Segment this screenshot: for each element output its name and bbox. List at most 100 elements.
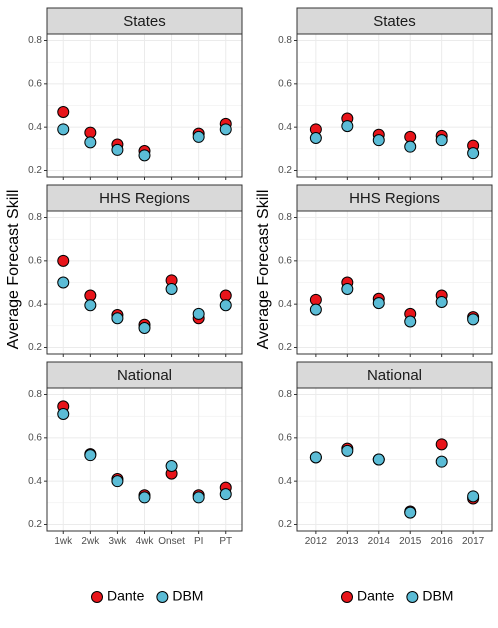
panel-border [46, 387, 243, 532]
y-tick-label: 0.4 [278, 299, 292, 310]
y-tick-label: 0.6 [28, 432, 42, 443]
data-point-dbm [138, 149, 151, 162]
legend-label-dante: Dante [107, 588, 145, 604]
data-point-dbm [192, 491, 205, 504]
panel-title: States [123, 13, 166, 30]
y-tick-label: 0.4 [278, 122, 292, 133]
y-tick-label: 0.4 [278, 476, 292, 487]
panel-border [46, 210, 243, 355]
y-tick-label: 0.8 [278, 389, 292, 400]
data-point-dbm [372, 134, 385, 147]
data-point-dbm [404, 315, 417, 328]
panel-border [296, 387, 493, 532]
data-point-dbm [192, 307, 205, 320]
y-tick-label: 0.2 [278, 519, 292, 530]
data-point-dbm [341, 444, 354, 457]
data-point-dbm [372, 297, 385, 310]
data-point-dbm [309, 303, 322, 316]
y-tick-label: 0.6 [28, 255, 42, 266]
y-tick-label: 0.2 [278, 342, 292, 353]
data-point-dbm [111, 143, 124, 156]
panel-strip [46, 184, 243, 212]
panel-title: States [373, 13, 416, 30]
data-point-dbm [372, 453, 385, 466]
y-tick-label: 0.6 [278, 78, 292, 89]
data-point-dbm [165, 460, 178, 472]
legend-key-dbm [156, 591, 169, 603]
x-tick-label: 2wk [81, 536, 100, 547]
x-tick-label: 2013 [336, 536, 359, 547]
data-point-dbm [219, 488, 232, 501]
y-tick-label: 0.6 [278, 432, 292, 443]
legend-label-dbm: DBM [422, 588, 453, 604]
panel-1-0: States 0.2 0.4 0.6 0.8 [278, 7, 493, 180]
x-tick-label: 2016 [431, 536, 454, 547]
data-point-dbm [309, 132, 322, 144]
data-point-dbm [84, 449, 97, 462]
data-point-dbm [404, 140, 417, 153]
data-point-dbm [219, 123, 232, 136]
data-point-dbm [165, 283, 178, 295]
y-tick-label: 0.2 [28, 165, 42, 176]
panel-0-2: National 0.2 0.4 0.6 0.8 1wk 2wk 3wk 4wk Onset PI P… [28, 361, 243, 547]
data-point-dbm [467, 313, 480, 326]
x-tick-label: 2015 [399, 536, 422, 547]
y-tick-label: 0.8 [278, 35, 292, 46]
data-point-dbm [57, 408, 70, 420]
y-tick-label: 0.8 [278, 212, 292, 223]
panel-title: HHS Regions [99, 190, 190, 207]
y-tick-label: 0.8 [28, 389, 42, 400]
panel-1-1: HHS Regions 0.2 0.4 0.6 0.8 [278, 184, 493, 357]
data-point-dbm [435, 296, 448, 308]
data-point-dbm [219, 299, 232, 312]
panel-strip [46, 7, 243, 35]
y-tick-label: 0.4 [28, 299, 42, 310]
data-point-dbm [57, 276, 70, 289]
y-tick-label: 0.6 [28, 78, 42, 89]
data-point-dbm [467, 147, 480, 160]
y-tick-label: 0.8 [28, 212, 42, 223]
x-tick-label: 2017 [462, 536, 485, 547]
panel-title: National [117, 367, 172, 384]
y-tick-label: 0.2 [278, 165, 292, 176]
x-tick-label: 2012 [305, 536, 328, 547]
data-point-dbm [84, 299, 97, 312]
x-tick-label: 2014 [368, 536, 391, 547]
data-point-dbm [111, 475, 124, 488]
panel-title: National [367, 367, 422, 384]
data-point-dbm [111, 312, 124, 325]
data-point-dbm [435, 455, 448, 468]
legend: Dante DBM [341, 588, 453, 604]
data-point-dbm [192, 130, 205, 143]
y-tick-label: 0.2 [28, 342, 42, 353]
panel-strip [296, 7, 493, 35]
data-point-dante [435, 438, 448, 451]
legend: Dante DBM [91, 588, 203, 604]
y-axis-label: Average Forecast Skill [5, 190, 22, 350]
x-tick-label: PI [194, 536, 203, 547]
legend-key-dante [341, 591, 353, 603]
data-point-dbm [138, 322, 151, 334]
panel-strip [296, 361, 493, 389]
panel-border [296, 33, 493, 178]
panel-title: HHS Regions [349, 190, 440, 207]
data-point-dbm [404, 506, 417, 519]
y-tick-label: 0.8 [28, 35, 42, 46]
y-axis-label: Average Forecast Skill [255, 190, 272, 350]
legend-label-dante: Dante [357, 588, 395, 604]
x-tick-label: Onset [158, 536, 185, 547]
data-point-dbm [467, 490, 480, 503]
legend-key-dante [91, 591, 103, 603]
x-tick-label: 4wk [136, 536, 155, 547]
data-point-dbm [341, 283, 354, 295]
panel-0-1: HHS Regions 0.2 0.4 0.6 0.8 [28, 184, 243, 357]
panel-0-0: States 0.2 0.4 0.6 0.8 [28, 7, 243, 180]
x-tick-label: 1wk [54, 536, 73, 547]
y-tick-label: 0.4 [28, 476, 42, 487]
data-point-dbm [57, 123, 70, 136]
x-tick-label: 3wk [109, 536, 128, 547]
panel-strip [296, 184, 493, 212]
legend-label-dbm: DBM [172, 588, 203, 604]
